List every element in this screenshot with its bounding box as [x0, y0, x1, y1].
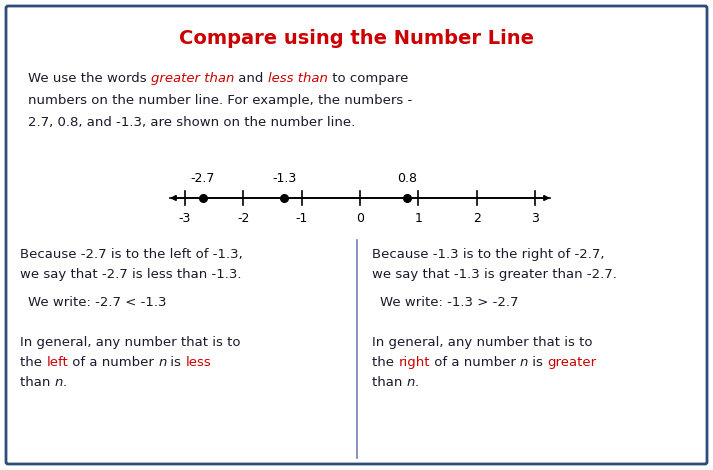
Text: we say that -1.3 is greater than -2.7.: we say that -1.3 is greater than -2.7.: [372, 268, 617, 281]
Text: We write: -1.3 > -2.7: We write: -1.3 > -2.7: [380, 296, 518, 309]
Text: -1: -1: [295, 212, 308, 225]
Text: the: the: [20, 356, 46, 369]
Text: Because -2.7 is to the left of -1.3,: Because -2.7 is to the left of -1.3,: [20, 248, 242, 261]
Text: 1: 1: [414, 212, 422, 225]
Text: left: left: [46, 356, 68, 369]
Text: less than: less than: [268, 72, 328, 85]
Text: less: less: [185, 356, 211, 369]
Text: -2: -2: [237, 212, 250, 225]
Text: of a number: of a number: [68, 356, 158, 369]
Text: n: n: [406, 376, 415, 389]
Text: and: and: [235, 72, 268, 85]
Text: than: than: [372, 376, 406, 389]
Text: Because -1.3 is to the right of -2.7,: Because -1.3 is to the right of -2.7,: [372, 248, 605, 261]
Text: greater than: greater than: [151, 72, 235, 85]
Text: Compare using the Number Line: Compare using the Number Line: [179, 29, 534, 47]
Text: is: is: [167, 356, 185, 369]
Text: 0.8: 0.8: [396, 172, 416, 185]
Text: greater: greater: [548, 356, 597, 369]
Text: .: .: [63, 376, 67, 389]
Text: 2.7, 0.8, and -1.3, are shown on the number line.: 2.7, 0.8, and -1.3, are shown on the num…: [28, 116, 355, 129]
Text: the: the: [372, 356, 399, 369]
Text: 2: 2: [473, 212, 481, 225]
Text: n: n: [158, 356, 167, 369]
Text: is: is: [528, 356, 548, 369]
Text: numbers on the number line. For example, the numbers -: numbers on the number line. For example,…: [28, 94, 412, 107]
Text: .: .: [415, 376, 419, 389]
Text: of a number: of a number: [430, 356, 520, 369]
Text: 0: 0: [356, 212, 364, 225]
Text: In general, any number that is to: In general, any number that is to: [372, 336, 593, 349]
Text: We write: -2.7 < -1.3: We write: -2.7 < -1.3: [28, 296, 167, 309]
Text: we say that -2.7 is less than -1.3.: we say that -2.7 is less than -1.3.: [20, 268, 242, 281]
Text: than: than: [20, 376, 55, 389]
Text: n: n: [520, 356, 528, 369]
Text: -3: -3: [179, 212, 191, 225]
Text: In general, any number that is to: In general, any number that is to: [20, 336, 240, 349]
Text: -1.3: -1.3: [272, 172, 297, 185]
Text: to compare: to compare: [328, 72, 408, 85]
Text: right: right: [399, 356, 430, 369]
Text: -2.7: -2.7: [190, 172, 215, 185]
FancyBboxPatch shape: [6, 6, 707, 464]
Text: 3: 3: [531, 212, 539, 225]
Text: We use the words: We use the words: [28, 72, 151, 85]
Text: n: n: [55, 376, 63, 389]
